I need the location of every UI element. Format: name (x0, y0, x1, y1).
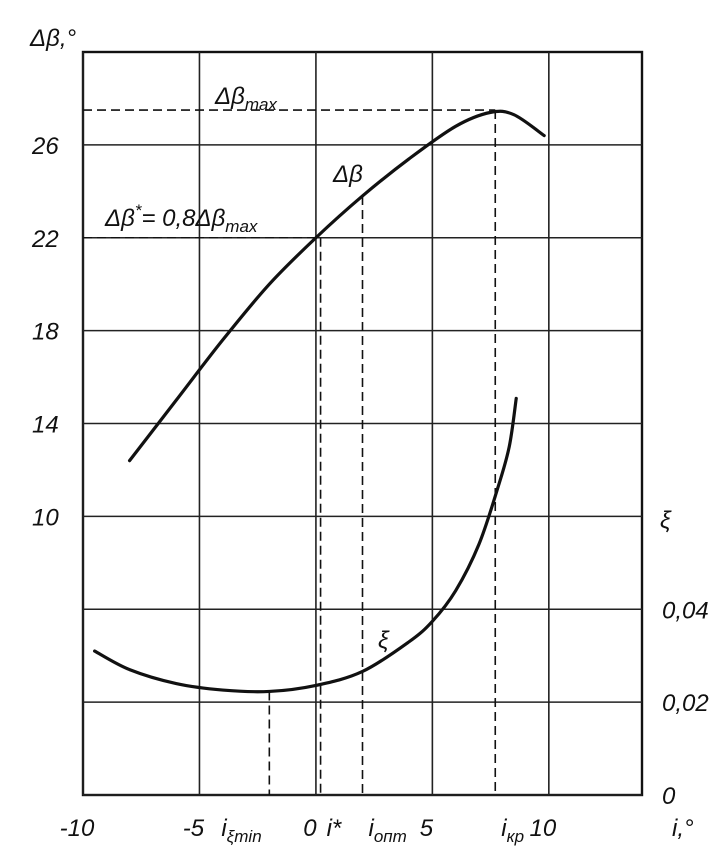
y-tick-label: 26 (31, 133, 59, 160)
x-tick-label: 5 (420, 815, 434, 842)
y-tick-label: 14 (32, 412, 59, 439)
y-tick-label: 22 (31, 226, 59, 253)
x-tick-label: 10 (529, 815, 556, 842)
x-tick-label: -5 (183, 815, 205, 842)
y2-axis-label: ξ (660, 507, 672, 534)
reference-label-sub: кр (507, 827, 524, 846)
reference-label-main: i (369, 815, 375, 842)
curve-label: ξ (378, 627, 390, 654)
curve (93, 396, 518, 694)
reference-label-sub: опт (374, 827, 407, 846)
y-tick-label: 18 (32, 319, 59, 346)
reference-label: iкр (501, 815, 524, 846)
annotation-part: Δβ (104, 205, 135, 232)
reference-label-main: i* (327, 815, 342, 842)
annotation: Δβ*= 0,8Δβmax (104, 201, 258, 236)
y2-tick-label: 0,04 (662, 597, 709, 624)
reference-label: i* (327, 815, 342, 842)
annotation-part: Δβ (214, 83, 245, 110)
y-tick-label: 10 (32, 504, 59, 531)
reference-label-sub: ξmin (227, 827, 262, 846)
y-axis-label: Δβ,° (29, 25, 76, 52)
reference-label: iопт (369, 815, 407, 846)
reference-label: iξmin (221, 815, 261, 846)
y2-tick-label: 0,02 (662, 690, 709, 717)
y2-tick-label: 0 (662, 783, 676, 810)
curve-label: Δβ (332, 161, 363, 188)
reference-label-main: i (501, 815, 507, 842)
x-axis-label: i,° (672, 815, 694, 842)
reference-label-main: i (221, 815, 227, 842)
annotation: Δβmax (214, 83, 277, 114)
annotation-part: max (225, 217, 258, 236)
x-tick-label: 0 (303, 815, 317, 842)
annotation-part: max (245, 95, 278, 114)
x-tick-label: -10 (60, 815, 95, 842)
annotation-part: * (135, 201, 143, 220)
annotation-part: = 0,8Δβ (141, 205, 225, 232)
curve (127, 109, 546, 463)
